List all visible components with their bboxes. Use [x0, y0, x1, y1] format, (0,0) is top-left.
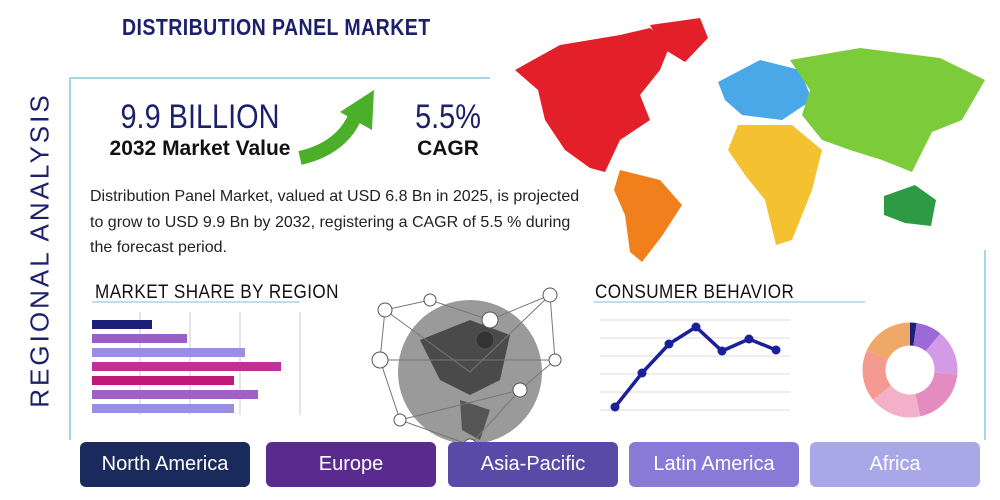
side-title: REGIONAL ANALYSIS — [24, 92, 55, 408]
region-tab[interactable]: Asia-Pacific — [448, 442, 618, 487]
world-map — [515, 18, 985, 262]
stat: 5.5% CAGR — [398, 98, 498, 161]
frame — [69, 77, 490, 440]
description: Distribution Panel Market, valued at USD… — [90, 188, 580, 256]
mini-line-points — [610, 322, 781, 412]
region-tab[interactable]: North America — [80, 442, 250, 487]
section-title: CONSUMER BEHAVIOR — [595, 282, 795, 303]
stat-label: 2032 Market Value — [109, 137, 291, 160]
stat-value: 5.5% — [415, 98, 481, 136]
region-tab[interactable]: Europe — [266, 442, 436, 487]
mini-bars — [92, 320, 281, 413]
stat: 9.9 BILLION 2032 Market Value — [95, 98, 305, 161]
region-tab[interactable]: Latin America — [629, 442, 799, 487]
mini-line-grid — [600, 319, 790, 411]
stat-label: CAGR — [417, 137, 479, 160]
stat-value: 9.9 BILLION — [120, 98, 280, 136]
region-tab[interactable]: Africa — [810, 442, 980, 487]
network-globe — [371, 287, 562, 452]
arrow-head — [340, 90, 374, 130]
mini-donut — [862, 322, 958, 418]
title: DISTRIBUTION PANEL MARKET — [122, 14, 431, 40]
section-title: MARKET SHARE BY REGION — [95, 282, 339, 303]
